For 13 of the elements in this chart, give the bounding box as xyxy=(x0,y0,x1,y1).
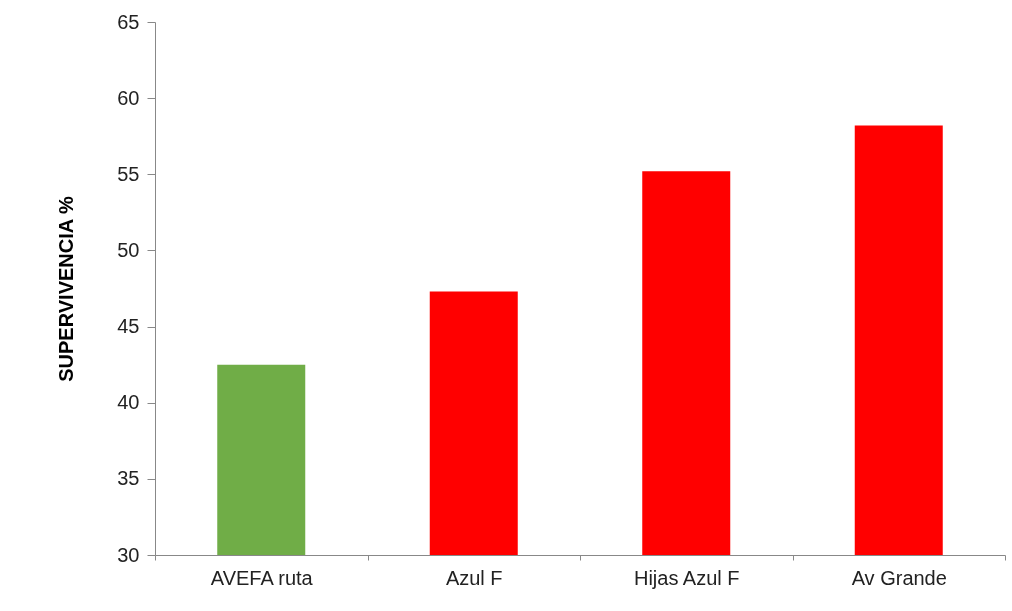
y-tick-label: 55 xyxy=(117,162,140,185)
y-tick-label: 30 xyxy=(117,543,140,566)
y-tick-label: 50 xyxy=(117,238,140,261)
x-tick-label: Azul F xyxy=(445,566,503,589)
y-tick-label: 40 xyxy=(117,391,140,414)
x-tick-label: AVEFA ruta xyxy=(210,566,314,589)
x-tick-label: Av Grande xyxy=(851,566,947,589)
y-tick-label: 35 xyxy=(117,467,140,490)
y-tick-label: 65 xyxy=(117,10,140,33)
x-tick-label: Hijas Azul F xyxy=(633,566,740,589)
y-axis-title: SUPERVIVENCIA % xyxy=(55,195,78,382)
y-tick-label: 45 xyxy=(117,315,140,338)
y-tick-label: 60 xyxy=(117,86,140,109)
